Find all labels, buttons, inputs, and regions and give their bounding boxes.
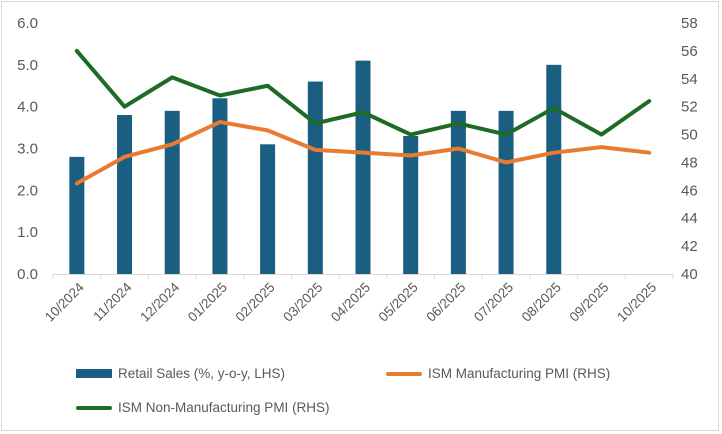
- bar-retail-sales: [450, 110, 466, 274]
- right-tick-label: 50: [681, 127, 698, 144]
- x-tick-label: 09/2025: [566, 280, 611, 325]
- right-tick-label: 58: [681, 15, 698, 32]
- right-tick-label: 54: [681, 71, 698, 88]
- right-tick-label: 48: [681, 154, 698, 171]
- bar-retail-sales: [355, 60, 371, 275]
- left-tick-label: 0.0: [17, 266, 38, 283]
- legend-swatch-bar: [76, 369, 112, 378]
- bar-retail-sales: [117, 115, 133, 275]
- legend-label: ISM Non-Manufacturing PMI (RHS): [118, 400, 330, 415]
- x-tick-label: 12/2024: [137, 279, 182, 324]
- bar-retail-sales: [307, 81, 323, 274]
- bar-retail-sales: [546, 64, 562, 274]
- legend-item-retail-sales: Retail Sales (%, y-o-y, LHS): [76, 366, 285, 381]
- x-tick-label: 02/2025: [233, 280, 278, 325]
- left-tick-label: 1.0: [17, 224, 38, 241]
- x-tick-label: 08/2025: [519, 280, 564, 325]
- bar-retail-sales: [260, 144, 276, 274]
- x-tick-label: 05/2025: [376, 280, 421, 325]
- x-tick-label: 10/2024: [42, 279, 87, 324]
- legend-swatch-line: [386, 371, 422, 376]
- bar-retail-sales: [164, 110, 180, 274]
- left-tick-label: 5.0: [17, 57, 38, 74]
- left-tick-label: 2.0: [17, 182, 38, 199]
- right-tick-label: 56: [681, 43, 698, 60]
- legend-item-ism-manufacturing: ISM Manufacturing PMI (RHS): [386, 366, 610, 381]
- left-tick-label: 6.0: [17, 15, 38, 32]
- x-tick-label: 10/2025: [614, 280, 659, 325]
- left-tick-label: 4.0: [17, 99, 38, 116]
- legend-swatch-line: [76, 405, 112, 410]
- legend-item-ism-non-manufacturing: ISM Non-Manufacturing PMI (RHS): [76, 400, 330, 415]
- right-tick-label: 44: [681, 210, 698, 227]
- right-tick-label: 40: [681, 266, 698, 283]
- x-tick-label: 04/2025: [328, 280, 373, 325]
- legend-label: Retail Sales (%, y-o-y, LHS): [118, 366, 286, 381]
- bar-retail-sales: [498, 110, 514, 274]
- x-tick-label: 01/2025: [185, 280, 230, 325]
- left-tick-label: 3.0: [17, 141, 38, 158]
- right-tick-label: 42: [681, 238, 698, 255]
- legend-label: ISM Manufacturing PMI (RHS): [428, 366, 611, 381]
- x-tick-label: 06/2025: [423, 280, 468, 325]
- x-tick-label: 07/2025: [471, 280, 516, 325]
- x-tick-label: 11/2024: [90, 279, 135, 324]
- bar-retail-sales: [403, 135, 419, 274]
- right-tick-label: 46: [681, 182, 698, 199]
- bar-retail-sales: [69, 156, 85, 274]
- x-tick-label: 03/2025: [280, 280, 325, 325]
- bar-retail-sales: [212, 98, 228, 274]
- right-tick-label: 52: [681, 99, 698, 116]
